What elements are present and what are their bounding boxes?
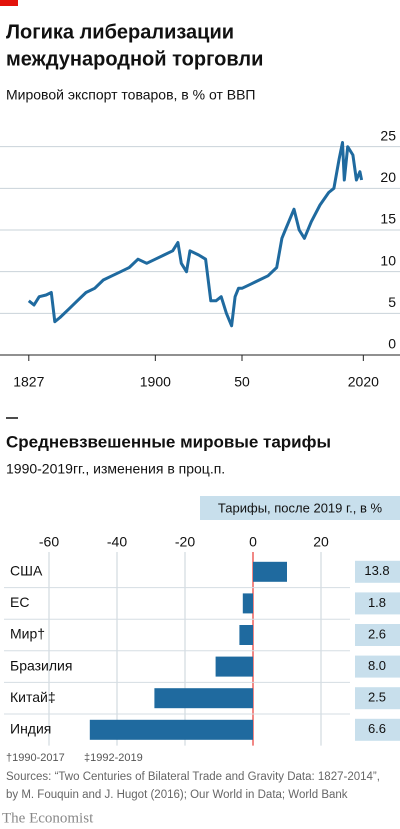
table-value: 1.8 bbox=[368, 595, 386, 610]
subtitle: 1990-2019гг., изменения в проц.п. bbox=[6, 461, 225, 477]
y-tick-label: 20 bbox=[380, 169, 396, 185]
table-value: 8.0 bbox=[368, 658, 386, 673]
category-label: США bbox=[10, 563, 43, 579]
category-label: Китай‡ bbox=[10, 689, 56, 705]
brand: The Economist bbox=[2, 810, 94, 826]
bar bbox=[154, 688, 253, 709]
category-label: Индия bbox=[10, 721, 51, 737]
x-tick-label: -20 bbox=[175, 534, 195, 550]
x-tick-label: 1900 bbox=[140, 374, 171, 390]
table-value: 2.6 bbox=[368, 626, 386, 641]
table-cell bbox=[355, 624, 400, 646]
table-cell bbox=[355, 718, 400, 741]
category-label: Мир† bbox=[10, 626, 45, 642]
table-cell bbox=[355, 655, 400, 678]
subtitle: Мировой экспорт товаров, в % от ВВП bbox=[6, 87, 255, 103]
source: Sources: “Two Centuries of Bilateral Tra… bbox=[6, 771, 380, 783]
x-tick-label: 2020 bbox=[348, 374, 379, 390]
title-line: международной торговли bbox=[6, 48, 263, 70]
x-tick-label: -60 bbox=[39, 534, 59, 550]
table-cell bbox=[355, 592, 400, 615]
table-cell bbox=[355, 560, 400, 583]
table-value: 2.5 bbox=[368, 690, 386, 705]
table-header: Тарифы, после 2019 г., в % bbox=[218, 500, 383, 515]
x-tick-label: 20 bbox=[313, 534, 329, 550]
y-tick-label: 5 bbox=[388, 294, 396, 310]
table-cell bbox=[355, 687, 400, 710]
bar bbox=[242, 593, 253, 614]
bar bbox=[89, 719, 253, 740]
footnote: †1990-2017 bbox=[6, 752, 65, 764]
table-header-bg bbox=[200, 496, 400, 520]
x-tick-label: 1827 bbox=[13, 374, 44, 390]
y-tick-label: 0 bbox=[388, 336, 396, 352]
bar bbox=[253, 561, 287, 582]
y-tick-label: 25 bbox=[380, 127, 396, 143]
category-label: ЕС bbox=[10, 594, 29, 610]
source: by M. Fouquin and J. Hugot (2016); Our W… bbox=[6, 789, 348, 801]
y-tick-label: 10 bbox=[380, 252, 396, 268]
category-label: Бразилия bbox=[10, 657, 72, 673]
x-tick-label: 50 bbox=[234, 374, 250, 390]
footnote: ‡1992-2019 bbox=[84, 752, 143, 764]
brand-tag bbox=[0, 0, 18, 6]
x-tick-label: 0 bbox=[249, 534, 257, 550]
title-line: Логика либерализации bbox=[6, 21, 234, 43]
table-value: 13.8 bbox=[364, 563, 389, 578]
line-series bbox=[27, 141, 364, 328]
title: Средневзвешенные мировые тарифы bbox=[6, 432, 331, 451]
y-tick-label: 15 bbox=[380, 211, 396, 227]
bar bbox=[239, 625, 253, 645]
table-value: 6.6 bbox=[368, 721, 386, 736]
x-tick-label: -40 bbox=[107, 534, 127, 550]
bar bbox=[215, 656, 253, 677]
